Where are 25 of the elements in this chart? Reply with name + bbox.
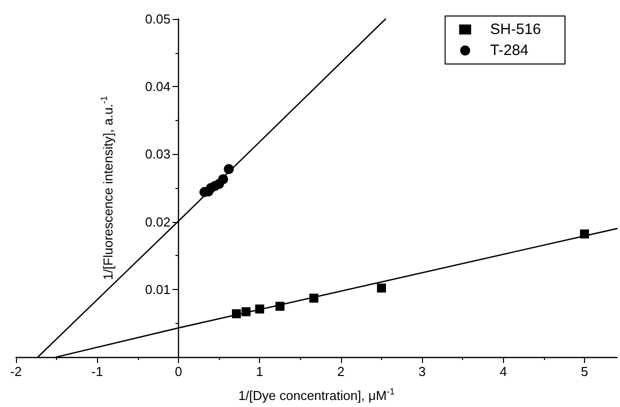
point xyxy=(309,294,318,303)
point xyxy=(255,304,264,314)
y-tick-label: 0.03 xyxy=(145,146,170,162)
y-axis-title: 1/[Fluorescence intensity], a.u.-1 xyxy=(98,96,116,280)
y-tick-label: 0.04 xyxy=(145,79,170,94)
x-tick-label: 3 xyxy=(418,364,426,379)
point xyxy=(232,309,241,318)
y-tick-label: 0.05 xyxy=(145,12,170,26)
x-tick-label: 5 xyxy=(580,364,588,379)
y-tick-label: 0.02 xyxy=(145,214,170,230)
x-tick-label: 4 xyxy=(500,364,507,379)
point xyxy=(376,284,386,293)
point xyxy=(580,229,590,238)
x-tick-label: 1 xyxy=(256,364,264,379)
x-tick-label: -1 xyxy=(91,364,103,379)
legend-label: T-284 xyxy=(490,42,528,59)
legend-label: SH-516 xyxy=(490,21,541,38)
x-tick-label: 0 xyxy=(174,364,182,379)
x-tick-label: 2 xyxy=(337,364,344,379)
y-tick-label: 0.01 xyxy=(145,282,170,297)
point xyxy=(242,307,251,316)
point xyxy=(218,174,228,184)
point xyxy=(275,302,284,311)
x-tick-label: -2 xyxy=(10,364,22,379)
point xyxy=(224,164,234,174)
